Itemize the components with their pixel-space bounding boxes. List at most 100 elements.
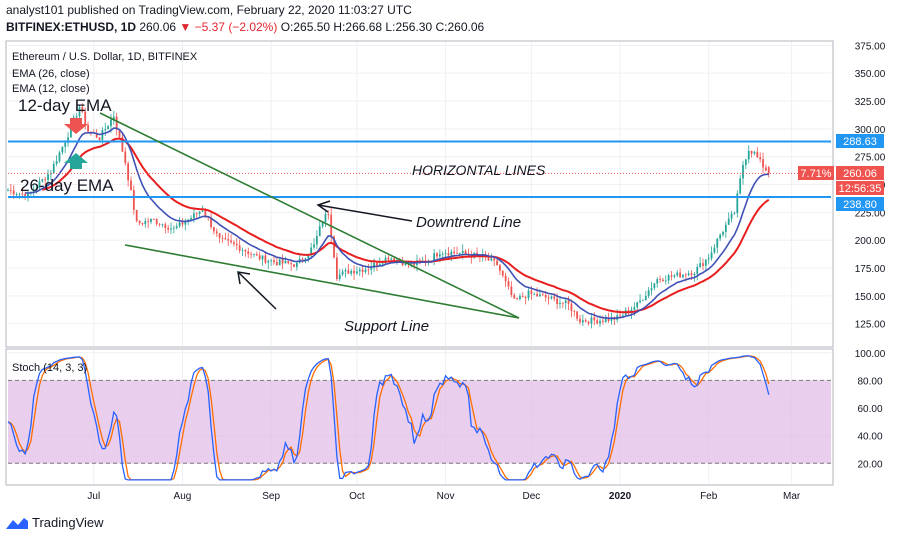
price-tag-lower-text: 238.80 bbox=[843, 199, 877, 211]
candle-body bbox=[9, 190, 12, 191]
candle-body bbox=[690, 273, 693, 276]
downtrend-arrow bbox=[316, 200, 413, 222]
candle-body bbox=[321, 221, 324, 227]
support-arrow bbox=[237, 271, 277, 310]
candle-body bbox=[561, 302, 564, 304]
candle-body bbox=[304, 258, 307, 260]
ema26-annotation: 26-day EMA bbox=[20, 176, 114, 195]
candle-body bbox=[195, 213, 198, 215]
time-axis[interactable]: Jul Aug Sep Oct Nov Dec 2020 Feb Mar bbox=[87, 491, 801, 502]
candle-body bbox=[261, 255, 264, 260]
time-tick-label: Feb bbox=[700, 491, 718, 502]
candle-body bbox=[7, 190, 9, 191]
candle-body bbox=[130, 180, 132, 191]
candle-body bbox=[110, 119, 112, 127]
price-tick-label: 225.00 bbox=[855, 208, 886, 219]
candle-body bbox=[210, 217, 212, 228]
legend-ema12: EMA (12, close) bbox=[12, 83, 90, 95]
candle-body bbox=[167, 227, 170, 230]
candle-body bbox=[544, 294, 547, 298]
candle-body bbox=[516, 298, 518, 299]
candle-body bbox=[150, 218, 152, 222]
candle-body bbox=[270, 260, 273, 262]
time-tick-label: Jul bbox=[87, 491, 100, 502]
candle-body bbox=[278, 259, 281, 266]
candle-body bbox=[253, 254, 255, 255]
candle-body bbox=[464, 250, 467, 254]
candle-body bbox=[181, 222, 184, 225]
tradingview-logo-icon bbox=[6, 517, 28, 529]
candle-body bbox=[198, 211, 201, 214]
candle-body bbox=[707, 258, 710, 260]
candle-body bbox=[327, 214, 330, 215]
price-tick-label: 350.00 bbox=[855, 69, 886, 80]
candle-body bbox=[98, 137, 101, 140]
candle-body bbox=[95, 133, 98, 138]
candle-body bbox=[338, 274, 341, 280]
candle-body bbox=[496, 260, 498, 266]
price-tick-label: 300.00 bbox=[855, 125, 886, 136]
footer-brand-text: TradingView bbox=[32, 515, 104, 530]
stoch-tick-label: 80.00 bbox=[857, 376, 882, 387]
candle-body bbox=[607, 318, 610, 321]
price-change: ▼ −5.37 (−2.02%) bbox=[179, 20, 278, 34]
candle-body bbox=[553, 296, 556, 299]
candle-body bbox=[230, 240, 232, 243]
candle-body bbox=[47, 174, 49, 181]
candle-body bbox=[318, 226, 321, 237]
candle-body bbox=[536, 293, 538, 297]
price-tag-current-text: 260.06 bbox=[843, 168, 877, 180]
candle-body bbox=[753, 151, 756, 154]
candle-body bbox=[458, 253, 461, 254]
candle-body bbox=[593, 317, 596, 321]
candle-body bbox=[201, 210, 204, 212]
candle-body bbox=[579, 318, 581, 323]
main-grid bbox=[8, 42, 831, 346]
price-tick-label: 150.00 bbox=[855, 292, 886, 303]
candle-body bbox=[273, 260, 275, 263]
candle-body bbox=[367, 269, 370, 271]
candle-body bbox=[633, 307, 636, 310]
time-tick-label: Aug bbox=[174, 491, 192, 502]
candle-body bbox=[224, 238, 227, 240]
candle-body bbox=[713, 247, 716, 253]
downtrend-annotation: Downtrend Line bbox=[416, 214, 521, 231]
candle-body bbox=[250, 254, 252, 255]
candle-body bbox=[341, 271, 344, 275]
candle-body bbox=[750, 150, 753, 154]
footer-brand[interactable]: TradingView bbox=[6, 515, 104, 530]
candle-body bbox=[238, 245, 241, 251]
symbol: BITFINEX:ETHUSD, 1D bbox=[6, 20, 137, 34]
candle-body bbox=[433, 253, 436, 261]
candle-body bbox=[441, 253, 444, 255]
candle-body bbox=[710, 252, 713, 259]
sell-arrow-icon bbox=[64, 118, 88, 134]
candle-body bbox=[393, 258, 395, 262]
stoch-axis[interactable]: 100.00 80.00 60.00 40.00 20.00 bbox=[855, 349, 886, 471]
candle-body bbox=[221, 237, 224, 239]
candle-body bbox=[104, 129, 107, 131]
candle-body bbox=[490, 258, 493, 261]
candle-body bbox=[293, 264, 295, 267]
candle-body bbox=[307, 254, 310, 259]
price-tick-label: 375.00 bbox=[855, 41, 886, 52]
downtrend-line[interactable] bbox=[99, 112, 520, 319]
candle-body bbox=[639, 300, 641, 303]
candle-body bbox=[378, 263, 381, 266]
candle-body bbox=[622, 315, 624, 316]
candle-body bbox=[573, 311, 576, 312]
candle-body bbox=[290, 263, 293, 265]
candle-body bbox=[659, 279, 661, 280]
candle-body bbox=[235, 243, 238, 246]
candle-body bbox=[596, 320, 599, 324]
candle-body bbox=[650, 288, 653, 291]
candle-body bbox=[178, 222, 181, 227]
candle-body bbox=[662, 279, 664, 282]
candle-body bbox=[724, 224, 727, 232]
candle-body bbox=[301, 258, 304, 260]
support-line[interactable] bbox=[124, 244, 520, 319]
candle-body bbox=[476, 252, 478, 255]
price-tag-current: 7.71% 260.06 12:56:35 bbox=[798, 166, 884, 195]
candle-body bbox=[333, 236, 335, 258]
